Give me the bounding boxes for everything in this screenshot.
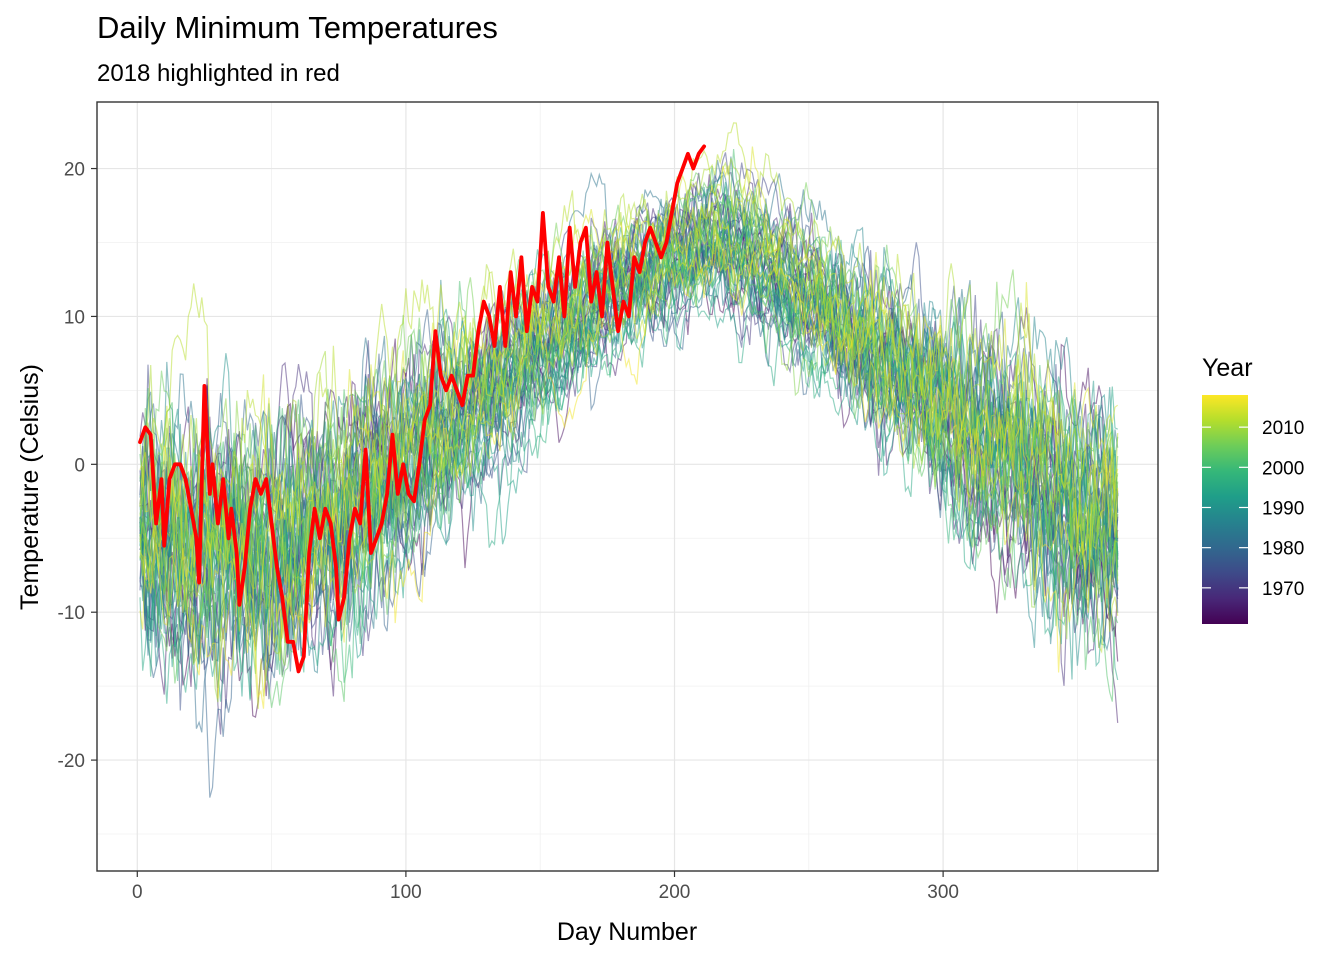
highlight-year-line <box>138 144 706 674</box>
x-axis-title: Day Number <box>557 918 697 946</box>
year-line <box>139 233 1119 709</box>
background-year-lines <box>139 122 1119 798</box>
y-tick-label: 0 <box>74 455 85 476</box>
chart-subtitle: 2018 highlighted in red <box>97 60 340 87</box>
x-tick-label: 100 <box>390 882 422 903</box>
legend-tick-label: 2000 <box>1262 458 1304 479</box>
legend-tick-label: 2010 <box>1262 418 1304 439</box>
y-tick-label: 10 <box>64 307 85 328</box>
x-tick-label: 300 <box>927 882 959 903</box>
x-axis-ticks: 0 100 200 300 <box>132 871 959 903</box>
legend-tick-label: 1970 <box>1262 579 1304 600</box>
chart-title: Daily Minimum Temperatures <box>97 10 498 45</box>
year-line <box>139 226 1119 702</box>
y-axis-title: Temperature (Celsius) <box>16 364 44 610</box>
y-tick-label: 20 <box>64 160 85 181</box>
plot-border <box>96 101 1159 872</box>
x-tick-label: 200 <box>659 882 691 903</box>
legend-title: Year <box>1202 354 1253 382</box>
legend-ticks: 1970 1980 1990 2000 2010 <box>1202 418 1304 600</box>
y-tick-label: -10 <box>58 603 85 624</box>
y-tick-label: -20 <box>58 751 85 772</box>
legend-tick-label: 1980 <box>1262 539 1304 560</box>
year-line <box>139 202 1119 652</box>
legend-tick-label: 1990 <box>1262 498 1304 519</box>
x-tick-label: 0 <box>132 882 143 903</box>
legend-colorbar <box>1202 395 1248 624</box>
highlight-2018-line <box>138 144 706 674</box>
year-line <box>139 146 1119 607</box>
y-axis-ticks: -20 -10 0 10 20 <box>58 160 97 772</box>
year-legend: Year 1970 1980 1990 2000 2010 <box>1202 354 1304 624</box>
year-line <box>139 182 1119 666</box>
year-line <box>139 122 1119 555</box>
